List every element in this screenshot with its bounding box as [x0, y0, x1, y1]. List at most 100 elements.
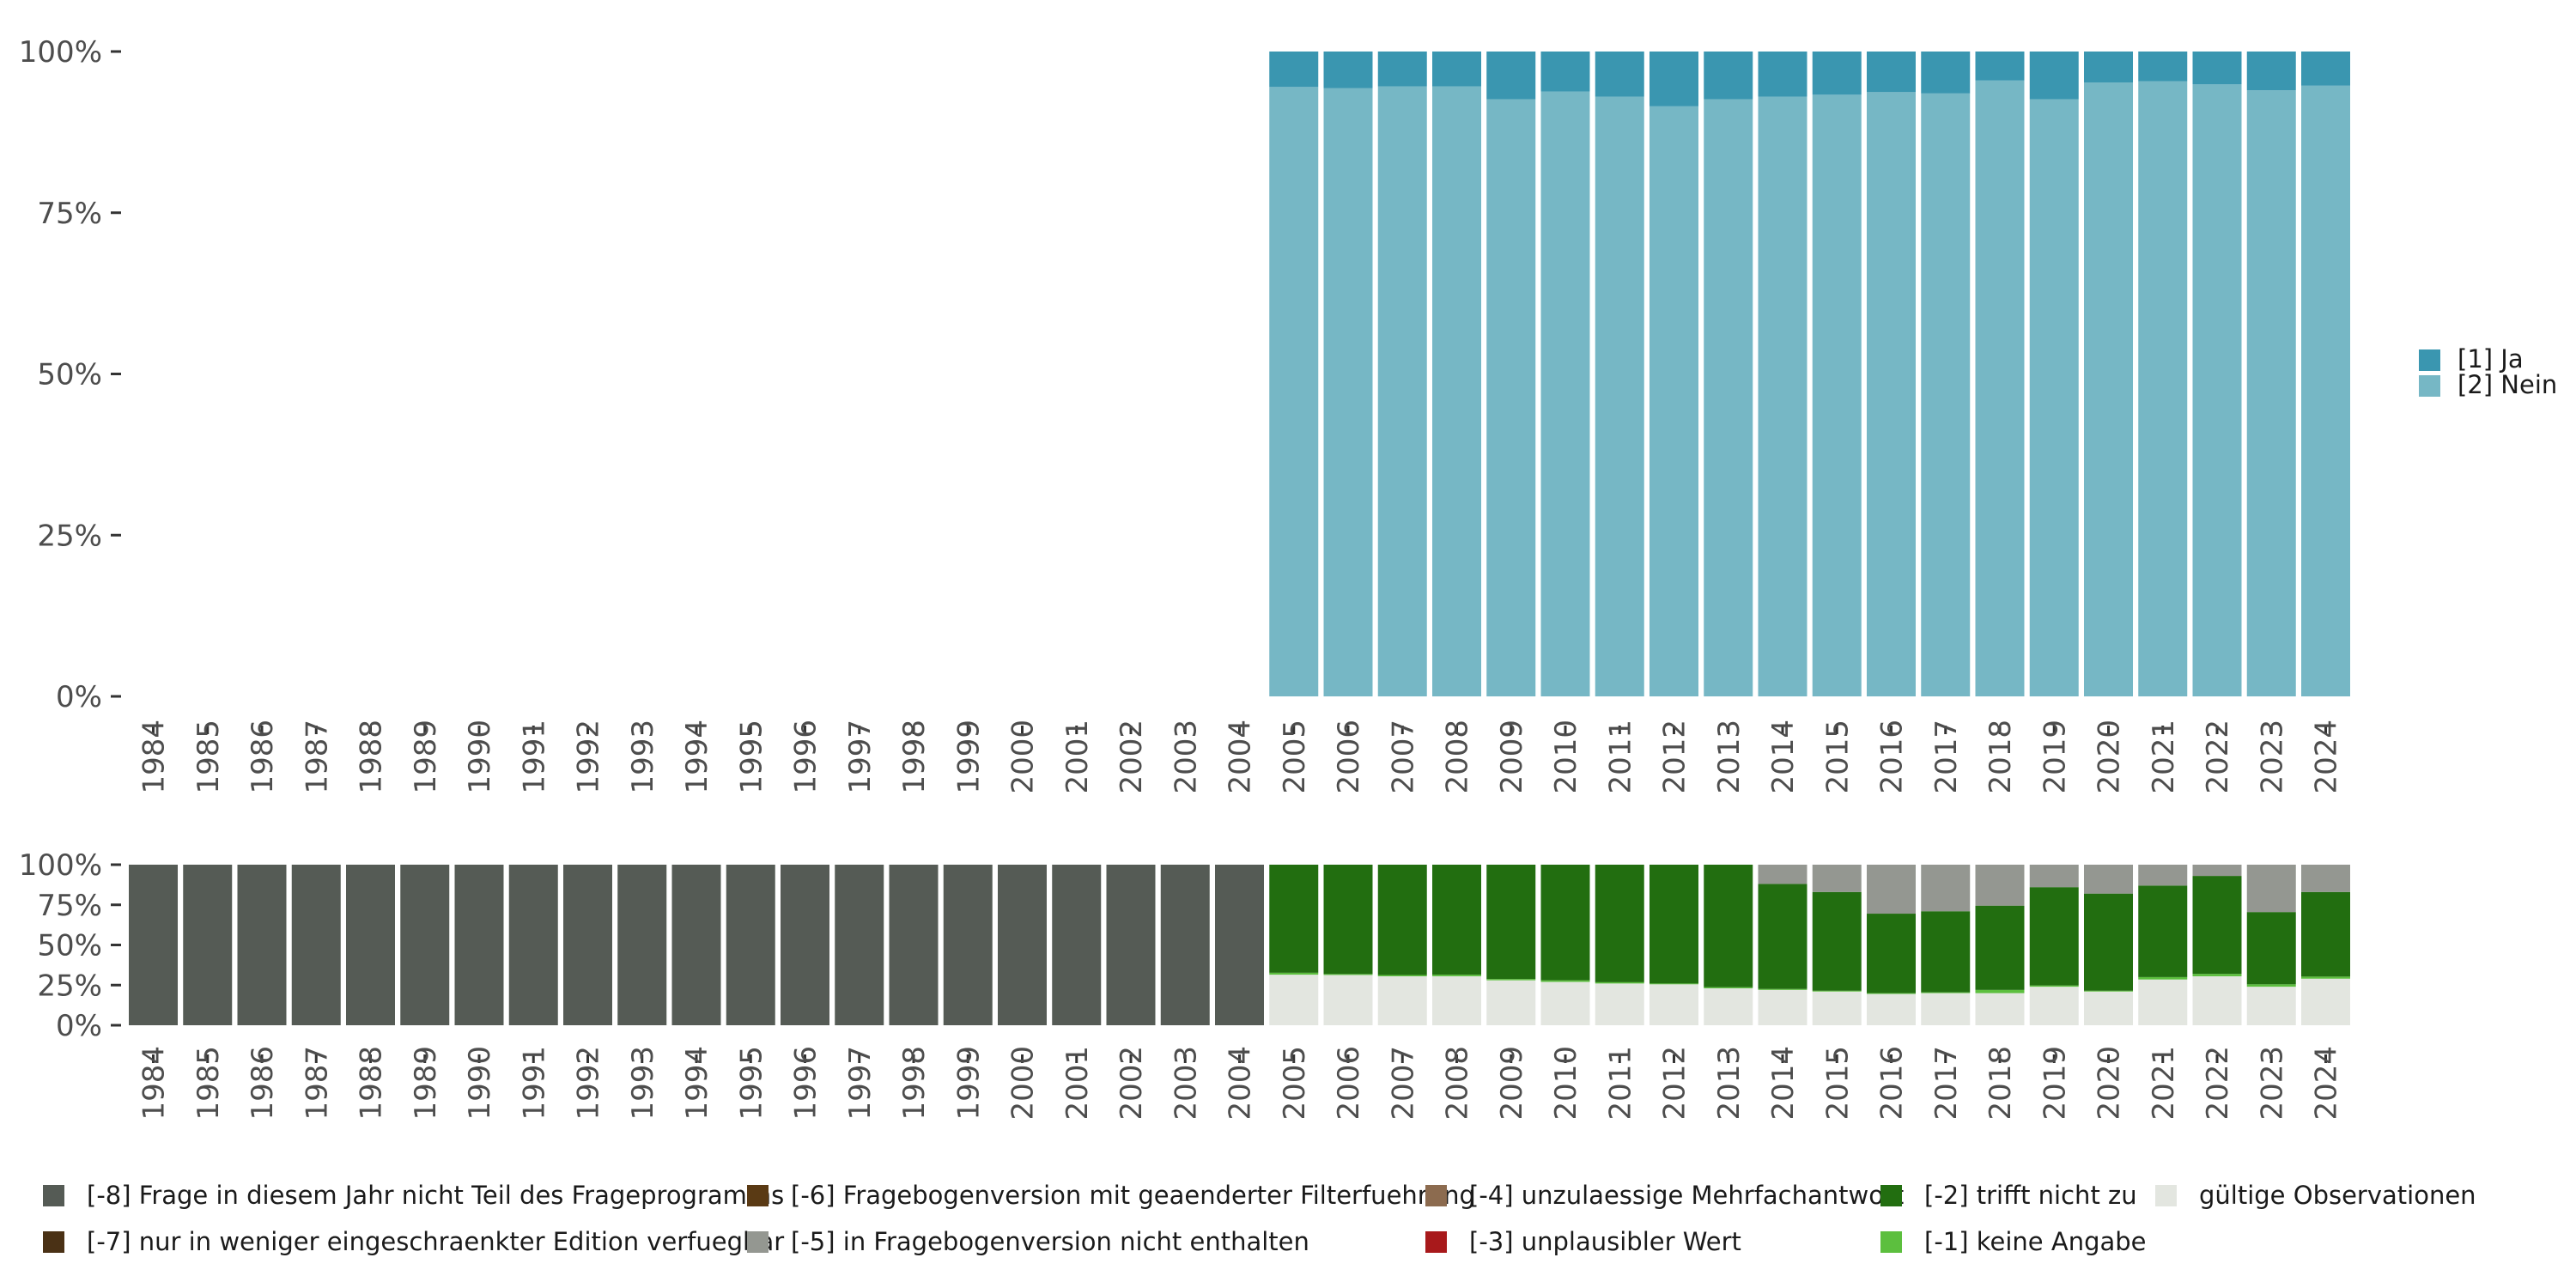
- bottom-bar-segment: [454, 865, 504, 1025]
- bottom-x-tick-label: 2022: [2201, 1046, 2235, 1121]
- bottom-y-tick-label: 75%: [37, 889, 102, 923]
- bottom-legend: [-8] Frage in diesem Jahr nicht Teil des…: [43, 1181, 2476, 1256]
- bottom-bar-segment: [1758, 865, 1807, 884]
- bottom-bar-segment: [2301, 891, 2350, 977]
- bottom-x-tick-label: 2010: [1549, 1046, 1583, 1121]
- bottom-x-tick-label: 2007: [1386, 1046, 1420, 1121]
- top-bar-segment: [1921, 93, 1971, 696]
- bottom-bar-segment: [1975, 865, 2025, 906]
- top-bar-segment: [2138, 52, 2188, 82]
- top-bar-segment: [1540, 52, 1590, 92]
- bottom-legend-label: [-4] unzulaessige Mehrfachantwort: [1469, 1181, 1904, 1210]
- bottom-bar-segment: [1975, 989, 2025, 993]
- bottom-bar-segment: [781, 865, 829, 1025]
- bottom-x-tick-label: 2011: [1603, 1046, 1637, 1121]
- top-y-tick-label: 0%: [56, 680, 102, 714]
- top-x-tick-label: 1989: [409, 720, 443, 794]
- top-x-tick-label: 1994: [680, 720, 714, 794]
- bottom-bar-segment: [1106, 865, 1156, 1025]
- top-bar-segment: [2138, 81, 2188, 696]
- top-x-tick-label: 2012: [1658, 720, 1692, 794]
- top-bar-segment: [1867, 52, 1916, 93]
- bottom-legend-swatch: [747, 1231, 769, 1253]
- top-y-tick-label: 25%: [37, 519, 102, 553]
- bottom-x-tick-label: 2014: [1766, 1046, 1801, 1121]
- bottom-legend-swatch: [43, 1231, 64, 1253]
- bottom-bar-segment: [835, 865, 884, 1025]
- top-x-tick-label: 2016: [1875, 720, 1910, 794]
- top-x-tick-label: 1998: [897, 720, 932, 794]
- top-x-tick-label: 2006: [1332, 720, 1366, 794]
- bottom-x-tick-label: 1989: [409, 1046, 443, 1121]
- bottom-bar-segment: [1269, 972, 1319, 975]
- bottom-legend-label: [-6] Fragebogenversion mit geaenderter F…: [791, 1181, 1475, 1210]
- bottom-bar-segment: [1867, 993, 1916, 994]
- bottom-bar-segment: [1704, 987, 1753, 988]
- top-bar-segment: [2301, 52, 2350, 86]
- top-bar-segment: [1704, 99, 1753, 697]
- top-x-tick-label: 1985: [191, 720, 226, 794]
- bottom-y-tick-label: 100%: [19, 848, 102, 883]
- bottom-x-tick-label: 2003: [1169, 1046, 1203, 1121]
- bottom-x-tick-label: 1998: [897, 1046, 932, 1121]
- top-x-tick-label: 2008: [1441, 720, 1475, 794]
- bottom-bar-segment: [1704, 987, 1753, 1025]
- bottom-x-tick-label: 2006: [1332, 1046, 1366, 1121]
- top-bar-segment: [1269, 52, 1319, 88]
- bottom-bar-segment: [1975, 993, 2025, 1025]
- bottom-x-tick-label: 2017: [1929, 1046, 1964, 1121]
- bottom-x-tick-label: 1985: [191, 1046, 226, 1121]
- bottom-bar-segment: [1540, 981, 1590, 1025]
- bottom-bar-segment: [2192, 876, 2242, 975]
- top-x-tick-label: 2024: [2310, 720, 2344, 794]
- bottom-x-tick-label: 1990: [463, 1046, 497, 1121]
- bottom-bar-segment: [2192, 865, 2242, 877]
- bottom-bar-segment: [671, 865, 721, 1025]
- top-x-tick-label: 2023: [2255, 720, 2289, 794]
- top-y-tick-label: 50%: [37, 358, 102, 392]
- bottom-x-tick-label: 2012: [1658, 1046, 1692, 1121]
- top-bar-segment: [1540, 91, 1590, 696]
- bottom-x-tick-label: 1996: [789, 1046, 823, 1121]
- bottom-bar-segment: [1649, 983, 1698, 985]
- bottom-bar-segment: [2301, 976, 2350, 979]
- top-x-tick-label: 2005: [1278, 720, 1312, 794]
- top-x-tick-label: 2021: [2147, 720, 2181, 794]
- top-bar-segment: [2246, 90, 2296, 696]
- top-bar-segment: [2029, 99, 2079, 697]
- top-x-tick-label: 2002: [1115, 720, 1149, 794]
- bottom-bar-segment: [129, 865, 178, 1025]
- bottom-bar-segment: [563, 865, 612, 1025]
- top-x-tick-label: 1984: [137, 720, 172, 794]
- bottom-bar-segment: [2192, 974, 2242, 976]
- bottom-x-tick-label: 2023: [2255, 1046, 2289, 1121]
- top-bar-segment: [2301, 85, 2350, 697]
- bottom-bar-segment: [617, 865, 667, 1025]
- top-bar-segment: [2246, 52, 2296, 91]
- bottom-x-tick-label: 2024: [2310, 1046, 2344, 1121]
- top-bar-segment: [1975, 52, 2025, 81]
- bottom-x-tick-label: 1988: [355, 1046, 389, 1121]
- bottom-bar-segment: [2246, 987, 2296, 1025]
- bottom-bar-segment: [1758, 989, 1807, 1025]
- bottom-bar-segment: [400, 865, 450, 1025]
- top-x-tick-label: 1991: [517, 720, 551, 794]
- top-bar-segment: [1921, 52, 1971, 94]
- bottom-bar-segment: [1812, 891, 1862, 991]
- bottom-bar-segment: [1215, 865, 1264, 1025]
- bottom-bar-segment: [2029, 985, 2079, 987]
- bottom-bar-segment: [2029, 865, 2079, 888]
- bottom-x-tick-label: 2021: [2147, 1046, 2181, 1121]
- bottom-bar-segment: [1269, 975, 1319, 1025]
- top-bar-segment: [2084, 52, 2133, 83]
- bottom-bar-segment: [1867, 865, 1916, 914]
- bottom-x-tick-label: 2002: [1115, 1046, 1149, 1121]
- bottom-bar-segment: [2084, 865, 2133, 894]
- bottom-x-tick-label: 1993: [626, 1046, 660, 1121]
- top-bar-segment: [1704, 52, 1753, 100]
- top-x-tick-label: 1995: [734, 720, 769, 794]
- top-legend-label: [2] Nein: [2458, 370, 2557, 399]
- top-x-tick-label: 2013: [1712, 720, 1747, 794]
- bottom-bar-segment: [1812, 991, 1862, 1025]
